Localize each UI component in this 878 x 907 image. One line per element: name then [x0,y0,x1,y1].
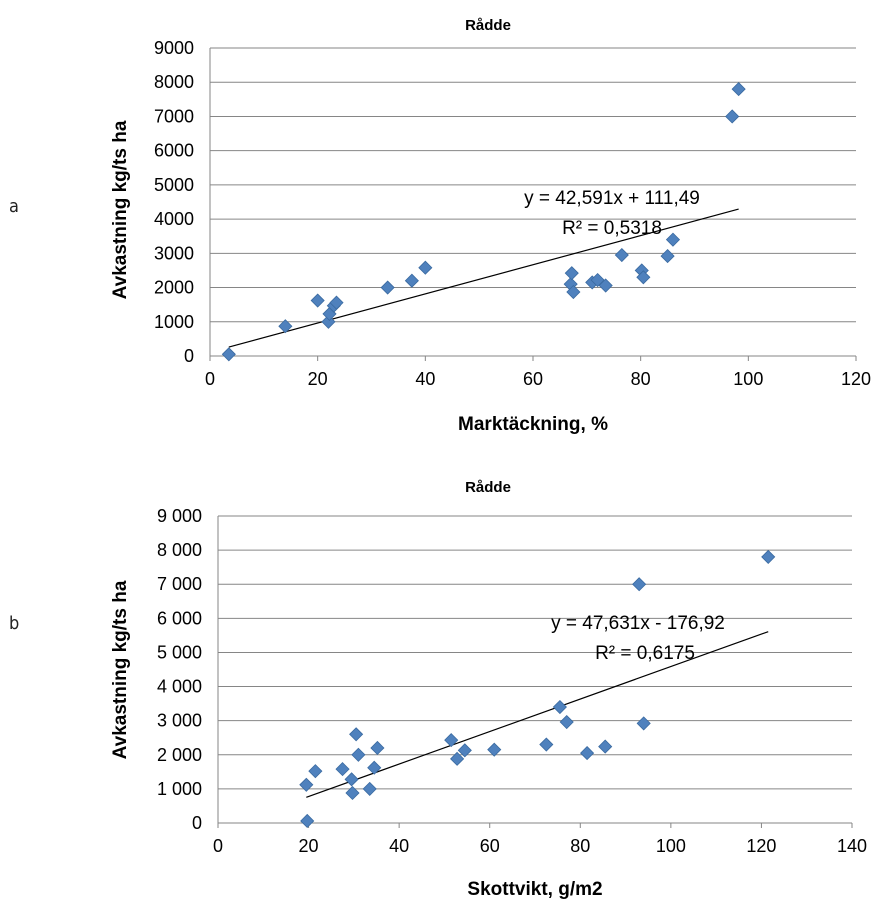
chart-title: Rådde [465,479,511,496]
x-tick-label: 0 [205,369,215,389]
data-point [404,273,419,288]
x-tick-label: 20 [308,369,328,389]
y-tick-label: 3 000 [157,711,202,731]
data-point [725,109,740,124]
data-point [660,249,675,264]
y-tick-label: 6000 [154,141,194,161]
data-point [278,319,293,334]
data-point [344,772,359,787]
data-point [308,764,323,779]
data-point [636,716,651,731]
y-tick-label: 2 000 [157,745,202,765]
data-point [362,781,377,796]
x-tick-label: 60 [523,369,543,389]
x-tick-label: 0 [213,836,223,856]
x-tick-label: 40 [415,369,435,389]
x-tick-label: 20 [299,836,319,856]
data-point [450,751,465,766]
trendline [228,208,739,348]
data-point [335,762,350,777]
y-tick-label: 1000 [154,312,194,332]
y-tick-label: 0 [192,813,202,833]
data-point [539,737,554,752]
trendline [306,631,769,798]
panel-letter-b: b [9,613,20,634]
data-point [370,740,385,756]
x-axis-label: Skottvikt, g/m2 [467,879,602,900]
data-point [636,270,651,285]
data-point [300,813,315,829]
y-tick-label: 4 000 [157,677,202,697]
data-point [761,549,776,564]
y-axis-label: Avkastning kg/ts ha [110,580,131,759]
data-point [580,746,595,761]
x-tick-label: 120 [746,836,776,856]
data-point [566,284,581,300]
data-point [221,347,236,362]
data-point [665,232,681,247]
y-tick-label: 5 000 [157,642,202,662]
panel-letter-a: a [9,196,19,217]
data-point [614,247,629,263]
y-tick-label: 5000 [154,175,194,195]
data-point [310,293,325,308]
data-point [351,747,366,762]
data-point [299,777,314,792]
trendline-r-squared: R² = 0,5318 [562,218,662,239]
chart-title: Rådde [465,17,511,34]
x-tick-label: 60 [480,836,500,856]
x-tick-label: 100 [733,369,763,389]
y-tick-label: 4000 [154,209,194,229]
data-point [329,295,344,310]
data-point [598,278,613,293]
y-tick-label: 8000 [154,72,194,92]
trendline-equation: y = 47,631x - 176,92 [551,613,725,634]
x-tick-label: 40 [389,836,409,856]
data-point [349,727,364,742]
data-point [345,785,360,801]
data-point [731,82,746,97]
data-point [418,260,433,275]
y-tick-label: 7000 [154,106,194,126]
scatter-chart-a: Rådde Avkastning kg/ts ha Marktäckning, … [110,17,871,435]
y-tick-label: 7 000 [157,574,202,594]
data-point [564,266,579,281]
y-tick-label: 1 000 [157,779,202,799]
x-tick-label: 80 [631,369,651,389]
trendline-equation: y = 42,591x + 111,49 [524,188,700,209]
data-point [632,577,647,592]
data-point [598,739,613,754]
y-tick-label: 3000 [154,243,194,263]
trendline-r-squared: R² = 0,6175 [595,643,695,664]
x-tick-label: 140 [837,836,867,856]
y-tick-label: 9000 [154,38,194,58]
x-axis-label: Marktäckning, % [458,414,608,435]
y-tick-label: 2000 [154,278,194,298]
data-point [367,760,382,775]
data-point [457,743,472,758]
x-tick-label: 80 [570,836,590,856]
x-tick-label: 100 [656,836,686,856]
y-axis-label: Avkastning kg/ts ha [110,120,131,299]
y-tick-label: 8 000 [157,540,202,560]
y-tick-label: 6 000 [157,608,202,628]
data-point [559,714,574,730]
data-point [487,742,502,757]
scatter-chart-b: Rådde Avkastning kg/ts ha Skottvikt, g/m… [110,479,867,900]
y-tick-label: 9 000 [157,506,202,526]
x-tick-label: 120 [841,369,871,389]
y-tick-label: 0 [184,346,194,366]
data-point [444,733,459,748]
data-point [552,699,567,715]
data-point [380,280,395,295]
